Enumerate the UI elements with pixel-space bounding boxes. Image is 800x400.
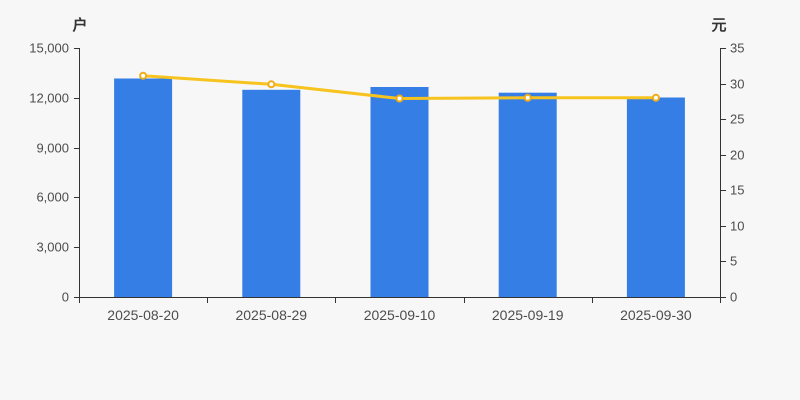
left-axis-tick-label: 3,000 <box>36 240 69 255</box>
line-layer <box>139 71 660 103</box>
left-axis-tick-label: 6,000 <box>36 190 69 205</box>
bar[interactable] <box>242 89 301 297</box>
left-axis-tick-label: 0 <box>62 290 69 305</box>
line-point-marker[interactable] <box>267 80 276 89</box>
right-axis-tick-label: 35 <box>730 41 744 56</box>
left-axis-tick-label: 9,000 <box>36 141 69 156</box>
axis-lines <box>79 48 721 298</box>
x-axis-category-label: 2025-08-29 <box>235 307 307 323</box>
bar[interactable] <box>626 97 685 298</box>
bars-layer <box>114 78 685 298</box>
right-axis-tick-label: 30 <box>730 77 744 92</box>
left-axis-tick-label: 12,000 <box>29 91 69 106</box>
line-point-marker[interactable] <box>139 71 148 80</box>
line-point-marker[interactable] <box>395 94 404 103</box>
right-axis-tick-label: 20 <box>730 148 744 163</box>
left-axis-tick-label: 15,000 <box>29 41 69 56</box>
x-axis-category-label: 2025-08-20 <box>107 307 179 323</box>
bar[interactable] <box>370 87 429 297</box>
line-point-marker[interactable] <box>651 93 660 102</box>
x-axis-category-label: 2025-09-19 <box>492 307 564 323</box>
axes-layer: 0 3,000 6,000 9,000 12,000 15,000 0 5 10 15 20 25 30… <box>29 41 744 324</box>
line-point-marker[interactable] <box>523 93 532 102</box>
right-axis-unit-label: 元 <box>711 17 726 34</box>
x-axis-category-label: 2025-09-10 <box>364 307 436 323</box>
right-axis-tick-label: 15 <box>730 183 744 198</box>
right-axis-tick-label: 10 <box>730 219 744 234</box>
bar[interactable] <box>114 78 173 298</box>
right-axis-tick-label: 0 <box>730 290 737 305</box>
right-axis-tick-label: 25 <box>730 112 744 127</box>
left-axis-unit-label: 户 <box>72 16 87 34</box>
right-axis-tick-label: 5 <box>730 254 737 269</box>
x-axis-category-label: 2025-09-30 <box>620 307 692 323</box>
bar[interactable] <box>498 92 557 297</box>
